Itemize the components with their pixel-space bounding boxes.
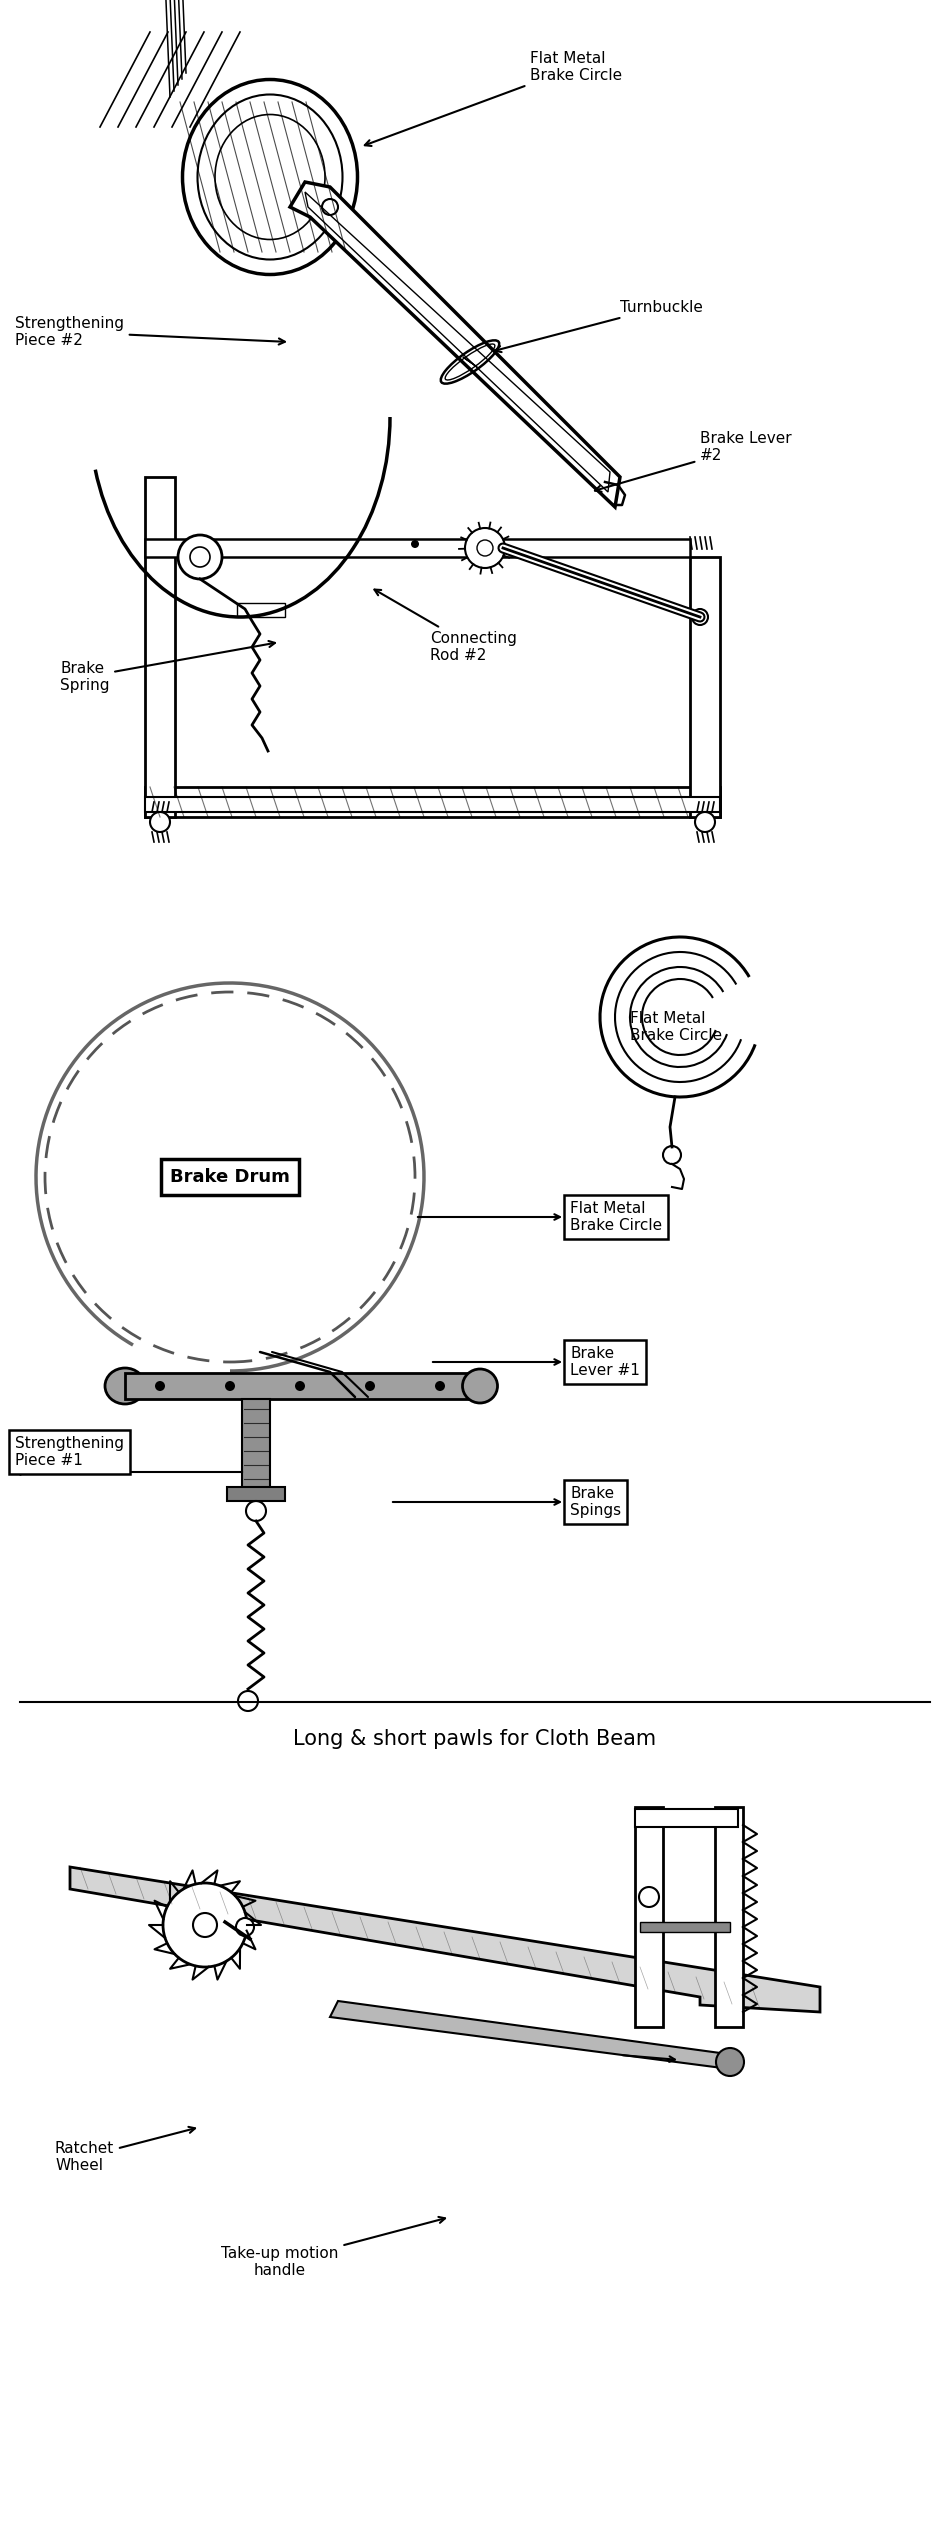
Text: Brake
Lever #1: Brake Lever #1 xyxy=(570,1345,640,1378)
Ellipse shape xyxy=(105,1368,145,1403)
Text: Take-up motion
handle: Take-up motion handle xyxy=(221,2216,445,2277)
Text: Turnbuckle: Turnbuckle xyxy=(495,301,703,351)
Circle shape xyxy=(236,1918,254,1936)
Text: Connecting
Rod #2: Connecting Rod #2 xyxy=(374,588,517,662)
Text: Flat Metal
Brake Circle: Flat Metal Brake Circle xyxy=(630,1011,722,1044)
Circle shape xyxy=(435,1380,445,1391)
Text: Long & short pawls for Cloth Beam: Long & short pawls for Cloth Beam xyxy=(294,1729,656,1750)
Bar xyxy=(125,1373,475,1398)
Bar xyxy=(145,476,175,818)
Text: Flat Metal
Brake Circle: Flat Metal Brake Circle xyxy=(365,51,622,145)
Circle shape xyxy=(225,1380,235,1391)
Bar xyxy=(242,1398,270,1490)
Text: Brake Drum: Brake Drum xyxy=(170,1169,290,1187)
Polygon shape xyxy=(70,1867,820,2012)
Circle shape xyxy=(695,812,715,833)
Circle shape xyxy=(155,1380,165,1391)
Ellipse shape xyxy=(463,1368,498,1403)
Polygon shape xyxy=(290,181,620,507)
Bar xyxy=(640,1923,730,1933)
Circle shape xyxy=(178,535,222,578)
Bar xyxy=(635,1806,663,2027)
Polygon shape xyxy=(305,191,610,492)
Bar xyxy=(237,604,285,616)
Polygon shape xyxy=(330,2002,735,2068)
Text: Strengthening
Piece #2: Strengthening Piece #2 xyxy=(15,316,285,349)
Bar xyxy=(145,797,720,812)
Bar xyxy=(715,1806,743,2027)
Text: Flat Metal
Brake Circle: Flat Metal Brake Circle xyxy=(570,1200,662,1233)
Circle shape xyxy=(193,1913,217,1938)
Text: Brake
Spring: Brake Spring xyxy=(60,642,275,693)
Bar xyxy=(690,558,720,818)
Circle shape xyxy=(150,812,170,833)
Circle shape xyxy=(295,1380,305,1391)
Text: Brake
Spings: Brake Spings xyxy=(570,1485,621,1518)
Circle shape xyxy=(190,548,210,568)
Circle shape xyxy=(716,2048,744,2076)
Circle shape xyxy=(411,540,419,548)
Text: Strengthening
Piece #1: Strengthening Piece #1 xyxy=(15,1437,124,1467)
Circle shape xyxy=(692,609,708,624)
Circle shape xyxy=(163,1882,247,1966)
Text: Ratchet
Wheel: Ratchet Wheel xyxy=(55,2127,195,2173)
Text: Brake Lever
#2: Brake Lever #2 xyxy=(595,430,791,492)
Bar xyxy=(635,1808,738,1826)
Bar xyxy=(145,787,720,818)
Bar xyxy=(227,1487,285,1500)
Bar xyxy=(145,540,690,558)
Circle shape xyxy=(365,1380,375,1391)
Circle shape xyxy=(477,540,493,555)
Circle shape xyxy=(465,527,505,568)
